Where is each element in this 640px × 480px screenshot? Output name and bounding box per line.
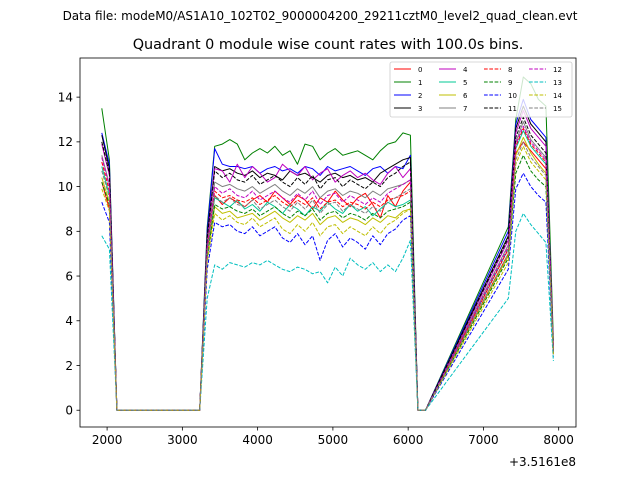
chart-title: Quadrant 0 module wise count rates with … xyxy=(133,37,524,53)
series-line-3 xyxy=(101,105,554,411)
series-line-4 xyxy=(101,110,554,411)
legend-label-4: 4 xyxy=(463,66,468,74)
legend-label-9: 9 xyxy=(508,79,512,87)
legend-label-1: 1 xyxy=(418,79,422,87)
legend-label-15: 15 xyxy=(553,105,562,113)
series-line-11 xyxy=(101,116,554,411)
legend-label-8: 8 xyxy=(508,66,512,74)
x-tick-label: 6000 xyxy=(393,433,424,447)
series-line-8 xyxy=(101,127,554,411)
x-tick-label: 7000 xyxy=(468,433,499,447)
y-tick-label: 6 xyxy=(65,269,73,283)
y-tick-label: 14 xyxy=(58,90,73,104)
legend-label-6: 6 xyxy=(463,92,468,100)
x-tick-label: 5000 xyxy=(318,433,349,447)
x-tick-label: 8000 xyxy=(543,433,574,447)
axes-frame xyxy=(79,57,577,428)
series-line-7 xyxy=(101,121,554,411)
x-tick-label: 2000 xyxy=(92,433,123,447)
legend-label-7: 7 xyxy=(463,105,467,113)
series-line-12 xyxy=(101,125,554,411)
y-tick-label: 4 xyxy=(65,314,73,328)
series-line-14 xyxy=(101,145,554,411)
series-line-2 xyxy=(101,98,554,411)
legend-label-12: 12 xyxy=(553,66,562,74)
y-tick-label: 0 xyxy=(65,404,73,418)
legend-label-2: 2 xyxy=(418,92,422,100)
x-tick-label: 4000 xyxy=(242,433,273,447)
y-tick-label: 10 xyxy=(58,180,73,194)
y-tick-label: 8 xyxy=(65,225,73,239)
x-tick-label: 3000 xyxy=(167,433,198,447)
series-line-5 xyxy=(101,130,554,411)
legend-box xyxy=(389,61,573,118)
y-tick-label: 2 xyxy=(65,359,73,373)
x-axis-offset-label: +3.5161e8 xyxy=(509,455,576,469)
legend-label-13: 13 xyxy=(553,79,562,87)
figure-suptitle: Data file: modeM0/AS1A10_102T02_90000042… xyxy=(63,9,578,23)
legend-label-5: 5 xyxy=(463,79,467,87)
legend-label-3: 3 xyxy=(418,105,422,113)
series-line-6 xyxy=(101,136,554,411)
series-line-13 xyxy=(101,212,554,411)
legend-label-14: 14 xyxy=(553,92,562,100)
series-line-9 xyxy=(101,154,554,411)
series-line-1 xyxy=(101,76,554,411)
legend-label-10: 10 xyxy=(508,92,517,100)
legend-label-11: 11 xyxy=(508,105,517,113)
legend-label-0: 0 xyxy=(418,66,422,74)
y-tick-label: 12 xyxy=(58,135,73,149)
series-line-10 xyxy=(101,172,554,411)
series-line-15 xyxy=(101,141,554,411)
plot-area xyxy=(101,76,554,411)
